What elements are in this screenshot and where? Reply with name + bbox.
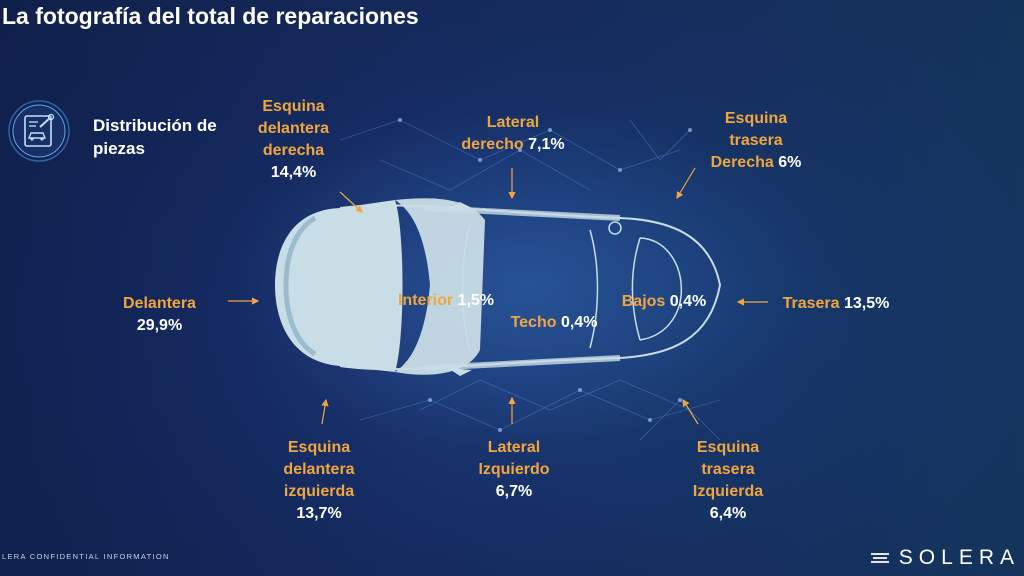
label-esquina-delantera-izquierda: Esquina delantera izquierda 13,7% [268, 437, 370, 525]
label-value: 6,7% [495, 483, 533, 500]
label-delantera-name: Delantera [123, 295, 196, 312]
label-value: 1,5% [457, 292, 495, 309]
label-text: izquierda [283, 483, 355, 500]
label-esquina-delantera-derecha: Esquina delantera derecha 14,4% [246, 96, 341, 184]
label-value: 13,5% [844, 295, 890, 312]
car-parts-distribution-icon [8, 100, 70, 162]
label-text: Izquierda [692, 483, 764, 500]
label-techo: Techo 0,4% [500, 312, 608, 334]
label-text: delantera [283, 461, 355, 478]
label-value: 14,4% [270, 164, 317, 181]
label-bajos: Bajos 0,4% [612, 291, 716, 313]
label-text: trasera [701, 461, 755, 478]
label-text: Esquina [262, 98, 325, 115]
label-text: Trasera [782, 295, 840, 312]
label-text: derecha [262, 142, 325, 159]
label-lateral-derecho: Lateral derecho 7,1% [450, 112, 576, 156]
label-text: Izquierdo [478, 461, 550, 478]
label-text: derecho [461, 136, 524, 153]
label-text: Techo [510, 314, 557, 331]
label-value: 6% [778, 154, 802, 171]
label-interior: Interior 1,5% [388, 290, 504, 312]
label-text: Esquina [696, 439, 760, 456]
label-value: 0,4% [669, 293, 707, 310]
label-text: delantera [257, 120, 330, 137]
label-value: 7,1% [528, 136, 565, 153]
page-title: La fotografía del total de reparaciones [2, 3, 419, 29]
label-text: trasera [729, 132, 783, 149]
label-delantera: Delantera 29,9% [112, 293, 207, 337]
label-value: 13,7% [296, 505, 342, 522]
distribution-label: Distribución de piezas [93, 116, 217, 158]
label-text: Esquina [287, 439, 351, 456]
label-esquina-trasera-derecha: Esquina trasera Derecha 6% [700, 108, 812, 174]
solera-logo-icon [870, 553, 889, 563]
solera-logo: SOLERA [869, 544, 1020, 572]
logo-text: SOLERA [898, 546, 1020, 569]
label-delantera-value: 29,9% [136, 317, 183, 334]
label-esquina-trasera-izquierda: Esquina trasera Izquierda 6,4% [680, 437, 776, 525]
label-text: Interior [397, 292, 454, 309]
label-text: Lateral [487, 439, 541, 456]
label-text: Derecha [710, 154, 774, 171]
label-text: Esquina [724, 110, 788, 127]
label-value: 6,4% [709, 505, 747, 522]
label-value: 0,4% [560, 314, 598, 331]
label-text: Lateral [486, 114, 540, 131]
confidential-footer: LERA CONFIDENTIAL INFORMATION [2, 552, 170, 561]
label-lateral-izquierdo: Lateral Izquierdo 6,7% [466, 437, 562, 503]
label-trasera: Trasera 13,5% [772, 293, 900, 315]
label-text: Bajos [621, 293, 666, 310]
